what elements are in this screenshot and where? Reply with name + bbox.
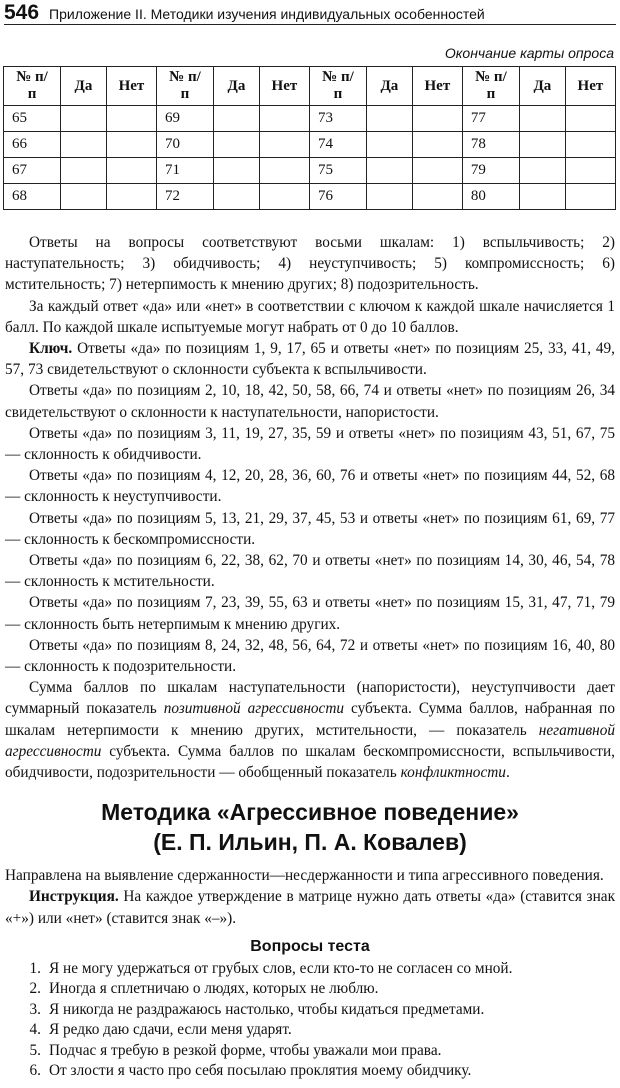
answer-cell[interactable]	[213, 131, 260, 158]
column-header: № п/п	[308, 66, 367, 106]
question-text: От злости я часто про себя посылаю прокл…	[49, 1062, 472, 1080]
key-paragraph: Ответы «да» по позициям 6, 22, 38, 62, 7…	[5, 552, 615, 591]
method-text: Направлена на выявление сдержанности—нес…	[5, 865, 615, 1082]
item-number-cell: 65	[2, 105, 62, 132]
body-text: Ответы на вопросы соответствуют восьми ш…	[5, 232, 615, 783]
item-number-cell: 80	[461, 183, 520, 210]
answer-cell[interactable]	[60, 183, 107, 210]
key-paragraph: Ключ. Ответы «да» по позициям 1, 9, 17, …	[5, 340, 615, 379]
table-row: 67 71 75 79	[2, 157, 617, 184]
column-header: Нет	[258, 66, 310, 106]
table-row: 68 72 76 80	[2, 183, 617, 210]
key-paragraph: Ответы «да» по позициям 4, 12, 20, 28, 3…	[5, 467, 615, 506]
item-number-cell: 76	[308, 183, 367, 210]
question-number: 6.	[29, 1062, 41, 1080]
question-number: 5.	[29, 1041, 41, 1059]
key-paragraph: Ответы на вопросы соответствуют восьми ш…	[5, 234, 615, 294]
question-item: 1. Я не могу удержаться от грубых слов, е…	[5, 959, 615, 980]
item-number-cell: 72	[155, 183, 215, 210]
column-header: Да	[365, 66, 413, 106]
question-text: Иногда я сплетничаю о людях, которых не …	[49, 980, 379, 998]
column-header: Нет	[105, 66, 157, 106]
column-header: № п/п	[2, 66, 62, 106]
key-paragraph: Ответы «да» по позициям 8, 24, 32, 48, 5…	[5, 636, 615, 676]
questions-heading: Вопросы теста	[250, 937, 370, 955]
page-number: 546	[4, 1, 40, 24]
question-text: Подчас я требую в резкой форме, чтобы ув…	[49, 1041, 442, 1059]
item-number-cell: 75	[308, 157, 367, 184]
running-header: 546 Приложение II. Методики изучения инд…	[4, 0, 616, 25]
key-paragraph: Ответы «да» по позициям 2, 10, 18, 42, 5…	[5, 382, 615, 421]
key-paragraph: Ответы «да» по позициям 7, 23, 39, 55, 6…	[5, 594, 615, 633]
column-header: Да	[518, 66, 566, 106]
question-number: 2.	[29, 980, 41, 998]
table-caption: Окончание карты опроса	[444, 45, 614, 61]
answer-cell[interactable]	[60, 131, 107, 158]
column-header: Нет	[411, 66, 463, 106]
key-paragraph: Ответы «да» по позициям 5, 13, 21, 29, 3…	[5, 509, 615, 548]
item-number-cell: 66	[2, 131, 62, 158]
item-number-cell: 74	[308, 131, 367, 158]
item-number-cell: 69	[155, 105, 215, 132]
answer-cell[interactable]	[518, 183, 566, 210]
question-item: 5. Подчас я требую в резкой форме, чтобы …	[5, 1041, 615, 1062]
answer-cell[interactable]	[411, 157, 463, 184]
answer-cell[interactable]	[518, 131, 566, 158]
answer-cell[interactable]	[105, 183, 157, 210]
question-number: 1.	[29, 959, 41, 977]
key-paragraph: Ответы «да» по позициям 3, 11, 19, 27, 3…	[5, 424, 615, 464]
question-item: 2. Иногда я сплетничаю о людях, которых н…	[5, 979, 615, 1000]
answer-cell[interactable]	[365, 157, 413, 184]
question-item: 6. От злости я часто про себя посылаю про…	[5, 1061, 615, 1082]
question-item: 3. Я никогда не раздражаюсь настолько, чт…	[5, 1000, 615, 1021]
answer-cell[interactable]	[60, 105, 107, 132]
instruction-paragraph: Инструкция. На каждое утверждение в матр…	[5, 888, 615, 927]
section-heading: Методика «Агрессивное поведение» (Е. П. …	[101, 799, 519, 856]
question-text: Я не могу удержаться от грубых слов, есл…	[49, 959, 513, 977]
column-header: Нет	[564, 66, 617, 106]
answer-cell[interactable]	[411, 183, 463, 210]
item-number-cell: 71	[155, 157, 215, 184]
answer-cell[interactable]	[564, 183, 617, 210]
answer-cell[interactable]	[365, 105, 413, 132]
answer-cell[interactable]	[213, 157, 260, 184]
key-paragraph: За каждый ответ «да» или «нет» в соответ…	[5, 297, 615, 336]
running-title: Приложение II. Методики изучения индивид…	[49, 6, 485, 22]
question-text: Я никогда не раздражаюсь настолько, чтоб…	[49, 1000, 485, 1018]
item-number-cell: 68	[2, 183, 62, 210]
answer-cell[interactable]	[258, 183, 310, 210]
question-number: 3.	[29, 1000, 41, 1018]
question-number: 4.	[29, 1021, 41, 1039]
question-text: Я редко даю сдачи, если меня ударят.	[49, 1021, 292, 1039]
answer-cell[interactable]	[365, 183, 413, 210]
answer-cell[interactable]	[213, 183, 260, 210]
questions-list: 1. Я не могу удержаться от грубых слов, е…	[5, 959, 615, 1082]
survey-table: № п/п Да Нет № п/п Да Нет № п/п Да Нет № п/п Да Нет…	[2, 66, 617, 210]
answer-cell[interactable]	[105, 157, 157, 184]
summary-paragraph: Сумма баллов по шкалам наступательности …	[5, 679, 616, 782]
question-item: 4. Я редко даю сдачи, если меня ударят.	[5, 1020, 615, 1041]
purpose-paragraph: Направлена на выявление сдержанности—нес…	[5, 867, 604, 885]
